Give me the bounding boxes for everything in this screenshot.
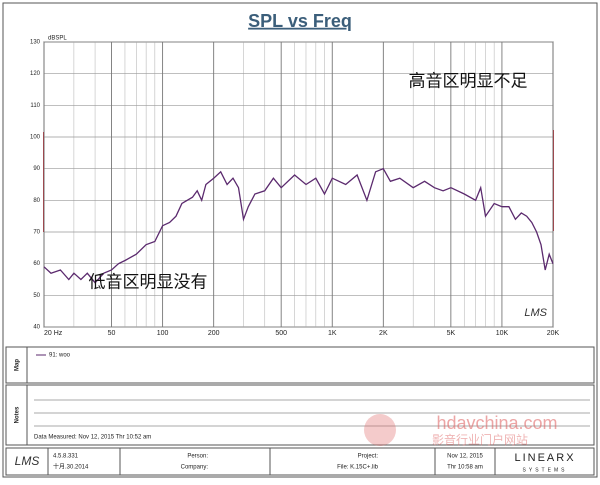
chart-title: SPL vs Freq	[248, 11, 352, 31]
y-tick-label: 40	[33, 325, 40, 331]
x-tick-label: 5K	[447, 330, 456, 337]
version-date: 十月.30.2014	[53, 463, 89, 471]
watermark-slogan: 影音行业门户网站	[432, 432, 528, 447]
y-tick-label: 90	[33, 166, 40, 172]
version: 4.5.8.331	[53, 454, 79, 460]
plot-area	[43, 41, 554, 328]
x-tick-label: 20K	[547, 330, 560, 337]
series-line	[43, 167, 554, 284]
brand: LINEARX	[514, 452, 575, 464]
person: Person:	[187, 454, 208, 460]
y-tick-label: 60	[33, 261, 40, 267]
y-tick-label: 100	[30, 135, 41, 141]
notes-panel	[5, 384, 595, 446]
x-tick-label: 50	[108, 330, 116, 337]
watermark-logo	[364, 414, 396, 446]
date: Nov 12, 2015	[447, 454, 483, 460]
y-tick-label: 80	[33, 198, 40, 204]
annotation: 高音区明显不足	[409, 71, 528, 90]
y-tick-label: 70	[33, 230, 40, 236]
annotation: 低音区明显没有	[89, 272, 208, 291]
footer-logo: LMS	[15, 454, 40, 468]
y-axis-label: dBSPL	[48, 36, 67, 42]
project: Project:	[358, 454, 379, 460]
time: Thr 10:58 am	[447, 465, 483, 471]
brand-sub: SYSTEMS	[523, 467, 568, 473]
panel-label: Notes	[15, 406, 21, 423]
measured-note: Data Measured: Nov 12, 2015 Thr 10:52 am	[34, 435, 151, 441]
map-panel	[5, 346, 595, 384]
x-tick-label: 200	[208, 330, 220, 337]
x-tick-label: 20 Hz	[44, 330, 63, 337]
x-tick-label: 100	[157, 330, 169, 337]
x-tick-label: 500	[275, 330, 287, 337]
x-tick-label: 10K	[496, 330, 509, 337]
watermark-site: hdavchina.com	[436, 413, 557, 433]
x-tick-label: 2K	[379, 330, 388, 337]
y-tick-label: 110	[30, 103, 40, 109]
y-tick-label: 120	[30, 71, 41, 77]
y-tick-label: 50	[33, 293, 40, 299]
x-tick-label: 1K	[328, 330, 337, 337]
company: Company:	[181, 465, 209, 471]
plot-logo: LMS	[524, 307, 547, 319]
legend-label: 91: woo	[49, 353, 71, 359]
file: File: K.15C+.lib	[337, 465, 379, 471]
footer	[5, 447, 595, 476]
y-tick-label: 130	[30, 40, 41, 46]
panel-label: Map	[15, 359, 21, 371]
